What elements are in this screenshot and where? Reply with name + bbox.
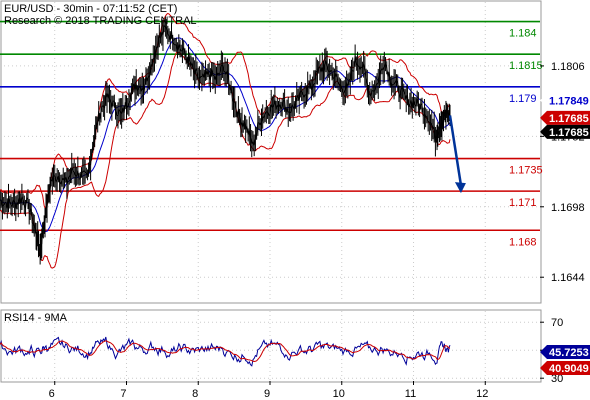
- rsi-ma-line: [0, 340, 451, 363]
- level-label: 1.184: [509, 28, 537, 40]
- level-label: 1.1735: [509, 165, 543, 177]
- time-tick-label: 6: [49, 388, 55, 400]
- ask-price-tag: 1.17685: [540, 110, 590, 125]
- rsi-value-tag-label: 45.7253: [549, 347, 589, 359]
- pivot-price-tag: 1.17849: [540, 93, 590, 108]
- rsi-panel-frame: [0, 309, 542, 383]
- level-label: 1.179: [509, 93, 537, 105]
- price-panel-frame: [0, 0, 542, 304]
- bid-price-tag-box: [540, 124, 590, 139]
- copyright-text: Research © 2018 TRADING CENTRAL: [4, 15, 197, 27]
- price-series: [0, 16, 451, 265]
- lower-band: [0, 51, 451, 269]
- rsi-series: [0, 336, 451, 367]
- time-axis: 6 7 8 9 10 11 12: [49, 381, 488, 400]
- price-tick-label: 1.1644: [551, 272, 585, 284]
- close-line: [0, 24, 451, 252]
- rsi-tick-label: 70: [551, 317, 563, 329]
- level-label: 1.168: [509, 236, 537, 248]
- level-lines: 1.184 1.1815 1.179 1.1735 1.171 1.168: [0, 20, 543, 248]
- chart-title: EUR/USD - 30min - 07:11:52 (CET): [4, 3, 177, 15]
- pivot-price-tag-box: [540, 93, 590, 108]
- ask-price-tag-box: [540, 110, 590, 125]
- arrow-head: [454, 182, 466, 194]
- level-label: 1.1815: [509, 60, 543, 72]
- time-tick-label: 11: [405, 388, 416, 400]
- rsi-title: RSI14 - 9MA: [4, 312, 68, 324]
- time-tick-label: 12: [476, 388, 488, 400]
- time-tick-label: 10: [333, 388, 345, 400]
- ask-price-tag-label: 1.17685: [549, 113, 589, 125]
- arrow-shaft: [448, 115, 463, 186]
- rsi-tick-label: 30: [551, 373, 563, 385]
- rsi-ma-value-tag-box: [540, 361, 590, 375]
- time-tick-label: 8: [192, 388, 198, 400]
- rsi-ma-value-tag: 40.9049: [540, 361, 590, 375]
- rsi-ma-value-tag-label: 40.9049: [549, 363, 589, 375]
- time-tick-label: 9: [264, 388, 270, 400]
- upper-band: [0, 12, 451, 210]
- price-tags: 1.17849 1.17685 1.17685 45.7253 40.9049: [540, 93, 590, 375]
- rsi-line: [0, 336, 451, 367]
- bid-price-tag-label: 1.17685: [549, 127, 589, 139]
- level-label: 1.171: [509, 197, 537, 209]
- time-tick-label: 7: [120, 388, 126, 400]
- bid-price-tag: 1.17685: [540, 124, 590, 139]
- price-tick-label: 1.1806: [551, 61, 585, 73]
- pivot-price-tag-label: 1.17849: [549, 95, 589, 107]
- rsi-value-tag-box: [540, 345, 590, 359]
- forecast-arrow: [448, 115, 466, 194]
- rsi-value-tag: 45.7253: [540, 345, 590, 359]
- price-tick-label: 1.1698: [551, 202, 585, 214]
